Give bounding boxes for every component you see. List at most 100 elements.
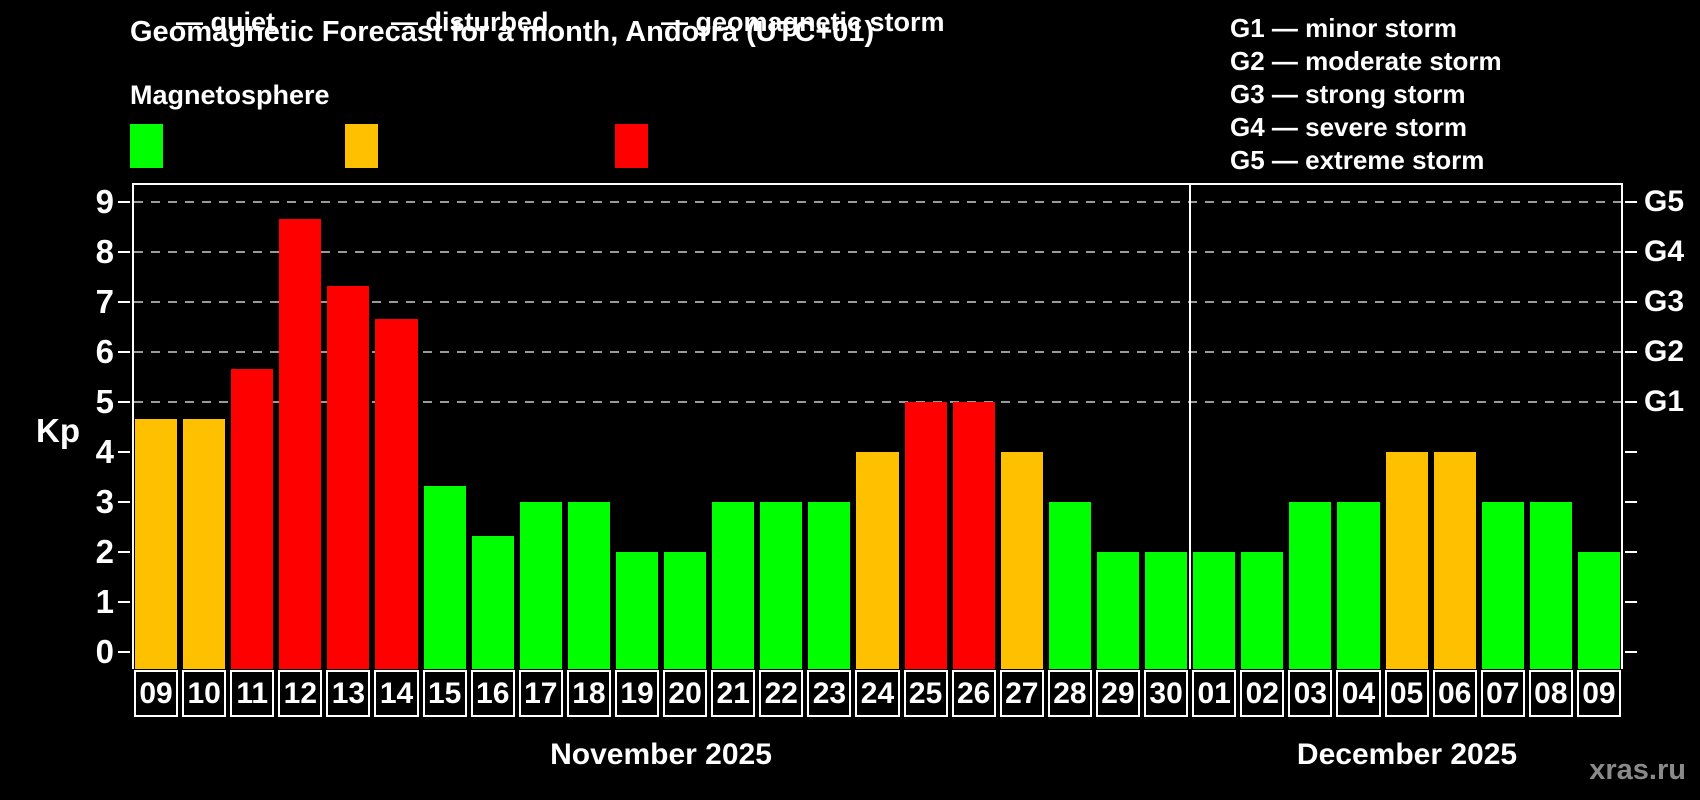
plot-top-border	[132, 183, 1623, 185]
kp-bar-day-22	[760, 502, 803, 669]
right-tick-7	[1625, 301, 1637, 303]
g-legend-line-g5: G5 — extreme storm	[1230, 145, 1485, 175]
kp-bar-day-05	[1385, 452, 1428, 669]
y-tick-4	[118, 451, 130, 453]
right-tick-5	[1625, 401, 1637, 403]
day-box-26: 26	[951, 670, 996, 717]
right-tick-4	[1625, 451, 1637, 453]
legend-label-quiet: — quiet	[176, 7, 275, 37]
y-tick-label-0: 0	[95, 633, 114, 670]
day-box-24: 24	[855, 670, 900, 717]
y-tick-label-5: 5	[95, 383, 114, 420]
right-tick-8	[1625, 251, 1637, 253]
kp-bar-day-08	[1529, 502, 1572, 669]
day-box-12: 12	[278, 670, 323, 717]
day-box-05: 05	[1384, 670, 1429, 717]
kp-bar-day-16	[471, 535, 514, 669]
kp-bar-day-06	[1433, 452, 1476, 669]
g-label-g1: G1	[1644, 385, 1685, 418]
y-tick-label-3: 3	[95, 483, 114, 520]
day-box-08: 08	[1528, 670, 1573, 717]
right-tick-9	[1625, 201, 1637, 203]
kp-bar-day-27	[1000, 452, 1043, 669]
y-tick-3	[118, 501, 130, 503]
kp-bar-day-30	[1145, 552, 1188, 669]
y-tick-8	[118, 251, 130, 253]
month-separator-line	[1189, 183, 1192, 669]
y-tick-label-8: 8	[95, 233, 114, 270]
day-box-19: 19	[614, 670, 660, 717]
legend-swatch-quiet	[130, 124, 163, 168]
right-tick-6	[1625, 351, 1637, 353]
kp-bar-day-18	[567, 502, 610, 669]
kp-bar-day-26	[952, 402, 995, 669]
right-tick-3	[1625, 501, 1637, 503]
g-label-g3: G3	[1644, 285, 1685, 318]
kp-bar-day-07	[1481, 502, 1524, 669]
y-tick-label-7: 7	[95, 283, 114, 320]
y-tick-label-1: 1	[95, 583, 114, 620]
y-tick-0	[118, 651, 130, 653]
day-box-06: 06	[1432, 670, 1477, 717]
legend-label-storm: — geomagnetic storm	[661, 7, 945, 37]
gridline-kp7	[134, 301, 1621, 303]
gridline-kp5	[134, 401, 1621, 403]
y-tick-7	[118, 301, 130, 303]
day-box-25: 25	[903, 670, 948, 717]
g-label-g2: G2	[1644, 335, 1685, 368]
day-box-23: 23	[807, 670, 852, 717]
kp-bar-day-02	[1241, 552, 1284, 669]
y-tick-9	[118, 201, 130, 203]
kp-bar-day-09	[1577, 552, 1620, 669]
g-legend-line-g3: G3 — strong storm	[1230, 79, 1466, 109]
kp-bar-day-20	[664, 552, 707, 669]
kp-bar-chart	[118, 183, 1637, 669]
day-box-04: 04	[1336, 670, 1381, 717]
day-box-13: 13	[326, 670, 371, 717]
g-label-g4: G4	[1644, 235, 1685, 268]
day-box-21: 21	[711, 670, 756, 717]
day-label-row: 09 10 11 12 13 14 15 16 17 18 19 20 21 22 23 24 25 26 27 28…	[132, 670, 1623, 717]
day-box-17: 17	[518, 670, 563, 717]
g-legend-line-g2: G2 — moderate storm	[1230, 46, 1502, 76]
kp-bar-day-21	[712, 502, 755, 669]
y-tick-2	[118, 551, 130, 553]
kp-bar-day-15	[423, 485, 466, 669]
month-label-november: November 2025	[550, 738, 772, 771]
day-box-01: 01	[1192, 670, 1237, 717]
day-box-22: 22	[759, 670, 804, 717]
day-box-29: 29	[1095, 670, 1141, 717]
kp-bar-day-14	[375, 318, 418, 669]
watermark: xras.ru	[1589, 754, 1686, 786]
y-tick-5	[118, 401, 130, 403]
kp-bar-day-17	[519, 502, 562, 669]
day-box-02: 02	[1240, 670, 1285, 717]
day-box-10: 10	[182, 670, 227, 717]
day-box-27: 27	[999, 670, 1044, 717]
gridline-kp8	[134, 251, 1621, 253]
kp-bar-day-13	[327, 285, 370, 669]
y-tick-label-6: 6	[95, 333, 114, 370]
kp-bar-day-28	[1048, 502, 1091, 669]
day-box-11: 11	[230, 670, 275, 717]
g-legend-line-g4: G4 — severe storm	[1230, 112, 1468, 142]
kp-bar-day-12	[279, 218, 322, 669]
day-box-03: 03	[1288, 670, 1333, 717]
right-tick-1	[1625, 601, 1637, 603]
kp-bar-day-10	[183, 418, 226, 669]
g-scale-legend: G1 — minor storm G2 — moderate storm G3 …	[1230, 12, 1502, 177]
kp-bar-day-01	[1193, 552, 1236, 669]
y-axis-title: Kp	[36, 412, 80, 449]
day-box-09: 09	[1576, 670, 1621, 717]
y-tick-1	[118, 601, 130, 603]
y-axis-line	[132, 183, 134, 669]
kp-bar-day-23	[808, 502, 851, 669]
day-box-15: 15	[422, 670, 467, 717]
kp-bar-day-09	[135, 418, 178, 669]
g-label-g5: G5	[1644, 185, 1685, 218]
legend-swatch-disturbed	[345, 124, 378, 168]
day-box-07: 07	[1480, 670, 1525, 717]
kp-bar-day-03	[1289, 502, 1332, 669]
y-tick-label-4: 4	[95, 433, 114, 470]
